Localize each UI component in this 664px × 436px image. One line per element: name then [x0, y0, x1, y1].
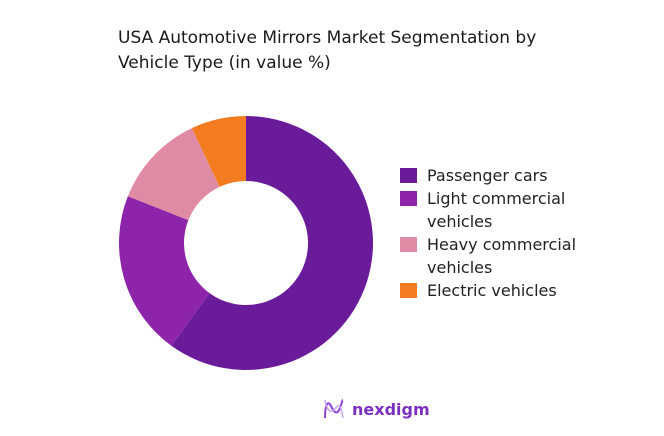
- legend: Passenger cars Light commercial vehicles H…: [400, 164, 597, 302]
- legend-swatch: [400, 168, 417, 183]
- slice-electric-vehicles: [191, 116, 246, 187]
- nexdigm-logo-icon: [324, 399, 344, 419]
- legend-swatch: [400, 283, 417, 298]
- slice-heavy-commercial-vehicles: [127, 128, 220, 221]
- chart-title: USA Automotive Mirrors Market Segmentati…: [118, 28, 537, 73]
- slice-light-commercial-vehicles: [118, 196, 210, 346]
- legend-item: Passenger cars: [400, 164, 597, 187]
- slice-passenger-cars: [171, 116, 374, 371]
- nexdigm-logo: nexdigm: [322, 398, 430, 420]
- legend-swatch: [400, 237, 417, 252]
- legend-item: Electric vehicles: [400, 279, 597, 302]
- legend-label: Light commercial vehicles: [427, 189, 566, 231]
- legend-label: Passenger cars: [427, 166, 548, 185]
- logo-text: nexdigm: [352, 399, 430, 419]
- legend-label: Electric vehicles: [427, 281, 557, 300]
- legend-item: Light commercial vehicles: [400, 187, 597, 233]
- legend-swatch: [400, 191, 417, 206]
- legend-item: Heavy commercial vehicles: [400, 233, 597, 279]
- legend-label: Heavy commercial vehicles: [427, 235, 577, 277]
